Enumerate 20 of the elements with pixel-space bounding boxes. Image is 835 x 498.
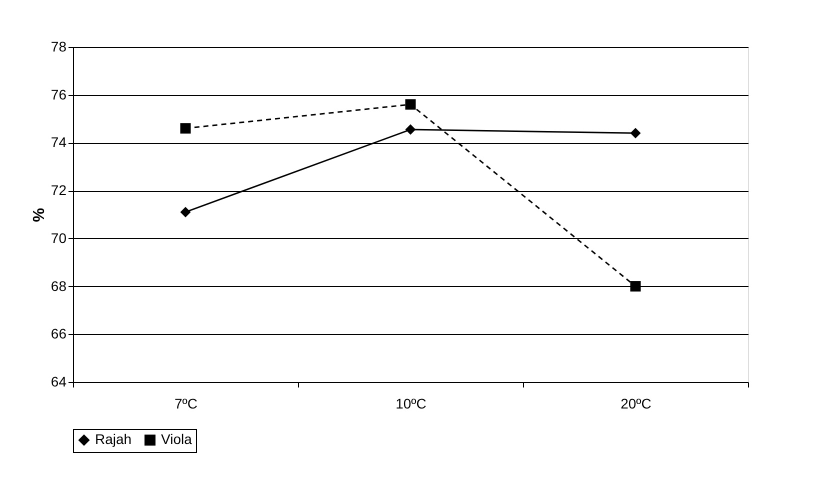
y-tick-label: 70 <box>50 230 67 246</box>
point <box>630 281 641 292</box>
y-axis-title: % <box>30 208 48 222</box>
y-tick-label: 68 <box>50 278 67 294</box>
y-tick-label: 74 <box>50 134 67 150</box>
point <box>180 123 191 134</box>
y-tick-label: 76 <box>50 86 67 102</box>
x-tick-label: 10ºC <box>396 396 426 412</box>
legend-label: Viola <box>161 431 192 448</box>
y-tick-label: 64 <box>50 374 67 390</box>
y-tick-label: 78 <box>50 38 67 54</box>
point <box>405 99 416 110</box>
point <box>630 128 641 138</box>
x-tick-label: 7ºC <box>174 396 198 412</box>
y-tick-label: 72 <box>50 182 67 198</box>
point <box>405 124 416 135</box>
x-tick-label: 20ºC <box>620 396 652 412</box>
point <box>180 206 191 218</box>
legend-label: Rajah <box>95 431 132 448</box>
y-tick-label: 66 <box>50 326 67 342</box>
